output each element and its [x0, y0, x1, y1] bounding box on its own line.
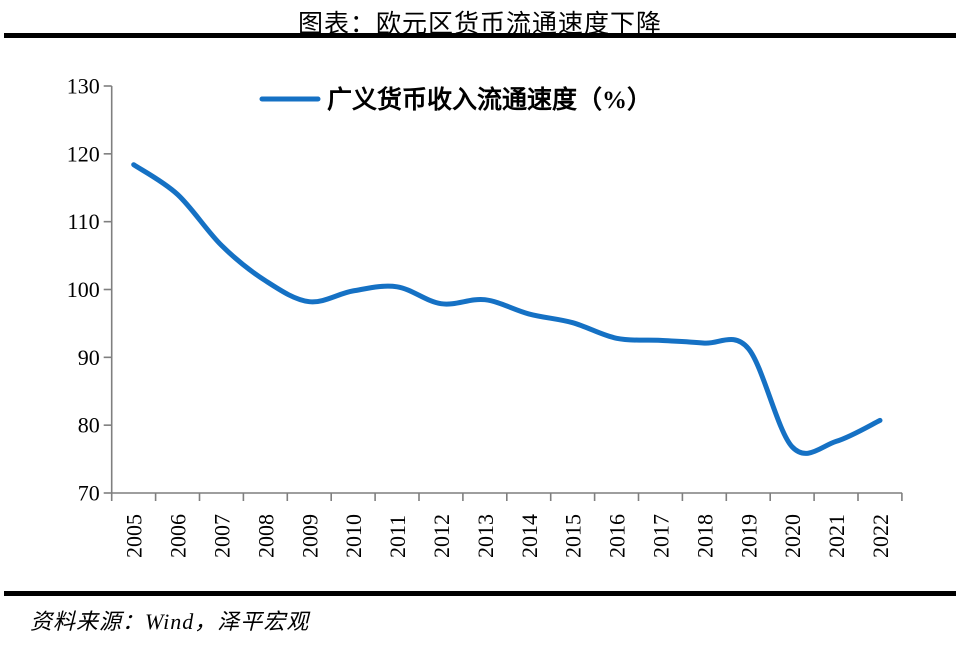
bottom-divider	[4, 591, 956, 596]
top-divider	[4, 33, 956, 38]
x-axis-tick-label: 2022	[868, 514, 893, 558]
source-attribution: 资料来源：Wind，泽平宏观	[30, 609, 310, 634]
x-axis-tick-label: 2017	[649, 514, 674, 558]
series-line-m2-velocity	[131, 162, 883, 456]
x-axis-tick-label: 2009	[297, 514, 322, 558]
y-axis-tick-label: 110	[68, 209, 100, 234]
x-axis-tick-label: 2013	[473, 514, 498, 558]
x-axis-tick-label: 2016	[605, 514, 630, 558]
x-axis-tick-label: 2019	[736, 514, 761, 558]
x-axis-tick-label: 2007	[210, 514, 235, 558]
y-axis-tick-label: 100	[67, 277, 100, 302]
x-axis-tick-label: 2021	[824, 514, 849, 558]
x-axis-tick-label: 2011	[385, 515, 410, 558]
y-axis-tick-label: 90	[78, 345, 100, 370]
y-axis-tick-label: 70	[78, 480, 100, 505]
x-axis-tick-label: 2010	[341, 514, 366, 558]
y-axis-tick-label: 130	[67, 73, 100, 98]
legend-label: 广义货币收入流通速度（%）	[327, 85, 652, 114]
x-axis-tick-label: 2020	[780, 514, 805, 558]
x-axis-tick-label: 2012	[429, 514, 454, 558]
x-axis-tick-label: 2015	[561, 514, 586, 558]
x-axis-tick-label: 2005	[122, 514, 147, 558]
x-axis-tick-label: 2018	[692, 514, 717, 558]
x-axis-tick-label: 2014	[517, 514, 542, 558]
y-axis-tick-label: 120	[67, 141, 100, 166]
x-axis-tick-label: 2008	[253, 514, 278, 558]
x-axis-tick-label: 2006	[166, 514, 191, 558]
y-axis-tick-label: 80	[78, 413, 100, 438]
